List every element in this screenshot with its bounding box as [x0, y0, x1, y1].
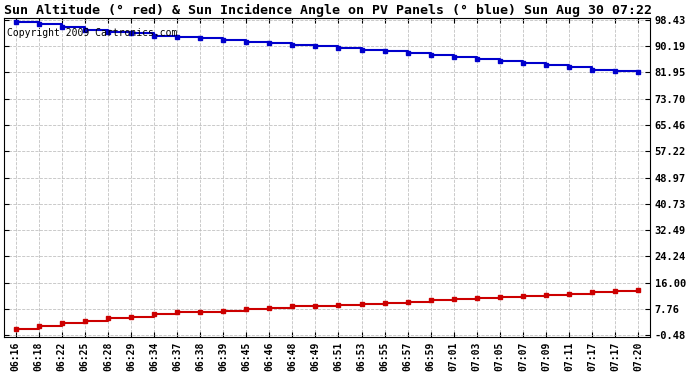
Text: Copyright 2009 Cartronics.com: Copyright 2009 Cartronics.com — [8, 28, 178, 38]
Text: Sun Altitude (° red) & Sun Incidence Angle on PV Panels (° blue) Sun Aug 30 07:2: Sun Altitude (° red) & Sun Incidence Ang… — [4, 4, 652, 17]
